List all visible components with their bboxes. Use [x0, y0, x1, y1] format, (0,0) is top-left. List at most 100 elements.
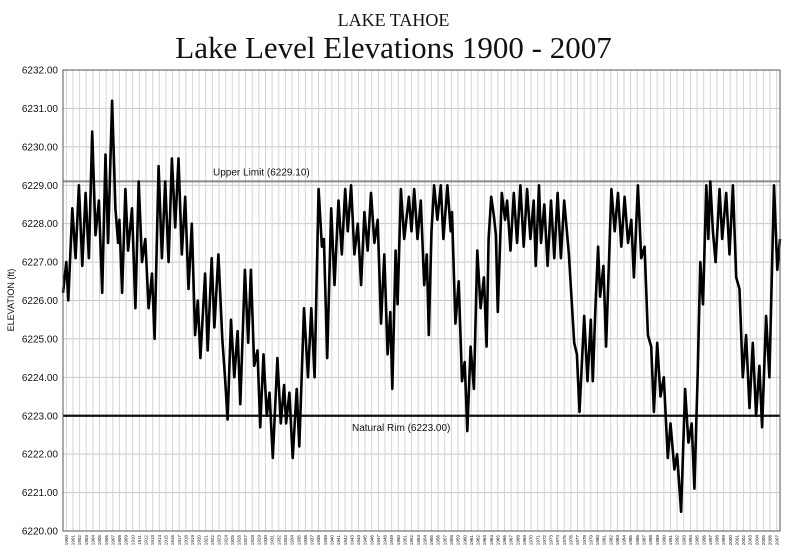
x-tick-label: 1919	[190, 535, 195, 546]
x-tick-label: 1908	[117, 535, 122, 546]
y-tick-label: 6223.00	[22, 411, 59, 422]
x-tick-label: 1911	[137, 535, 142, 545]
x-tick-label: 1914	[157, 535, 162, 546]
x-tick-label: 1951	[403, 535, 408, 546]
x-tick-label: 1906	[104, 535, 109, 546]
x-tick-label: 1946	[369, 535, 374, 546]
x-tick-label: 1948	[383, 535, 388, 546]
x-tick-label: 1996	[701, 535, 706, 546]
x-tick-label: 1937	[310, 535, 315, 546]
x-tick-label: 1961	[469, 535, 474, 546]
x-tick-label: 1974	[555, 535, 560, 546]
x-tick-label: 1923	[217, 535, 222, 546]
y-tick-label: 6228.00	[22, 219, 59, 230]
x-tick-label: 1990	[661, 535, 666, 546]
x-tick-label: 2001	[734, 535, 739, 546]
x-tick-label: 1997	[708, 535, 713, 546]
x-tick-label: 1942	[343, 535, 348, 546]
x-tick-label: 1907	[110, 535, 115, 546]
x-tick-label: 2006	[768, 535, 773, 546]
x-tick-label: 1931	[270, 535, 275, 546]
x-tick-label: 1973	[549, 535, 554, 546]
x-tick-label: 1902	[77, 535, 82, 546]
y-tick-label: 6232.00	[22, 66, 59, 77]
x-tick-label: 1966	[502, 535, 507, 546]
x-tick-label: 1995	[695, 535, 700, 546]
y-axis-label: ELEVATION (ft)	[6, 269, 16, 332]
x-tick-label: 1994	[688, 535, 693, 546]
y-tick-label: 6226.00	[22, 296, 59, 307]
x-tick-label: 1960	[462, 535, 467, 546]
x-tick-label: 1970	[529, 535, 534, 546]
x-tick-label: 1945	[363, 535, 368, 546]
chart-supertitle: LAKE TAHOE	[337, 10, 450, 30]
x-tick-label: 2000	[728, 535, 733, 546]
y-tick-label: 6227.00	[22, 258, 59, 269]
x-tick-label: 1913	[150, 535, 155, 546]
x-tick-label: 1938	[316, 535, 321, 546]
x-tick-label: 1981	[602, 535, 607, 546]
x-tick-label: 1968	[515, 535, 520, 546]
x-tick-label: 1939	[323, 535, 328, 546]
x-tick-label: 1901	[71, 535, 76, 546]
y-tick-label: 6220.00	[22, 527, 59, 538]
x-tick-label: 2005	[761, 535, 766, 546]
x-tick-label: 1916	[170, 535, 175, 546]
x-tick-label: 1991	[668, 535, 673, 546]
x-tick-label: 1963	[482, 535, 487, 546]
x-tick-label: 1925	[230, 535, 235, 546]
x-tick-label: 1922	[210, 535, 215, 546]
chart-title: Lake Level Elevations 1900 - 2007	[175, 30, 612, 65]
x-tick-label: 1935	[296, 535, 301, 546]
x-tick-label: 1993	[681, 535, 686, 546]
x-tick-label: 1986	[635, 535, 640, 546]
x-tick-label: 1934	[290, 535, 295, 546]
x-tick-label: 1955	[429, 535, 434, 546]
x-tick-label: 1932	[276, 535, 281, 546]
y-axis-ticks: 6220.00 6221.00 6222.00 6223.00 6224.00 6225.…	[22, 66, 59, 538]
x-tick-label: 1918	[183, 535, 188, 546]
x-tick-label: 2002	[741, 535, 746, 546]
x-tick-label: 1909	[124, 535, 129, 546]
x-tick-label: 2003	[748, 535, 753, 546]
x-tick-label: 1985	[628, 535, 633, 546]
x-tick-label: 1952	[409, 535, 414, 546]
x-tick-label: 1900	[64, 535, 69, 546]
x-tick-label: 1988	[648, 535, 653, 546]
y-tick-label: 6224.00	[22, 373, 59, 384]
x-tick-label: 1998	[715, 535, 720, 546]
series	[61, 99, 782, 514]
x-tick-label: 1975	[562, 535, 567, 546]
x-tick-label: 1903	[84, 535, 89, 546]
x-tick-label: 1979	[588, 535, 593, 546]
x-tick-label: 1926	[237, 535, 242, 546]
x-tick-label: 1987	[642, 535, 647, 546]
x-tick-label: 1976	[568, 535, 573, 546]
x-tick-label: 1929	[256, 535, 261, 546]
lake-level-line	[61, 99, 782, 514]
x-tick-label: 1943	[349, 535, 354, 546]
x-tick-label: 1978	[582, 535, 587, 546]
x-tick-label: 1956	[436, 535, 441, 546]
x-tick-label: 1959	[456, 535, 461, 546]
reference-lines: Upper Limit (6229.10) Natural Rim (6223.0…	[63, 167, 780, 434]
x-tick-label: 1917	[177, 535, 182, 546]
natural-rim-label: Natural Rim (6223.00)	[352, 423, 450, 434]
x-tick-label: 1924	[223, 535, 228, 546]
x-tick-label: 1971	[535, 535, 540, 546]
y-tick-label: 6221.00	[22, 488, 59, 499]
x-tick-label: 1910	[130, 535, 135, 546]
x-tick-label: 1904	[90, 535, 95, 546]
y-tick-label: 6229.00	[22, 181, 59, 192]
x-tick-label: 1954	[422, 535, 427, 546]
x-tick-label: 1962	[476, 535, 481, 546]
x-tick-label: 1928	[250, 535, 255, 546]
x-tick-label: 1957	[442, 535, 447, 546]
x-tick-label: 1941	[336, 535, 341, 546]
x-tick-label: 1944	[356, 535, 361, 546]
y-tick-label: 6225.00	[22, 334, 59, 345]
y-tick-label: 6230.00	[22, 142, 59, 153]
x-tick-label: 1936	[303, 535, 308, 546]
x-tick-label: 1983	[615, 535, 620, 546]
